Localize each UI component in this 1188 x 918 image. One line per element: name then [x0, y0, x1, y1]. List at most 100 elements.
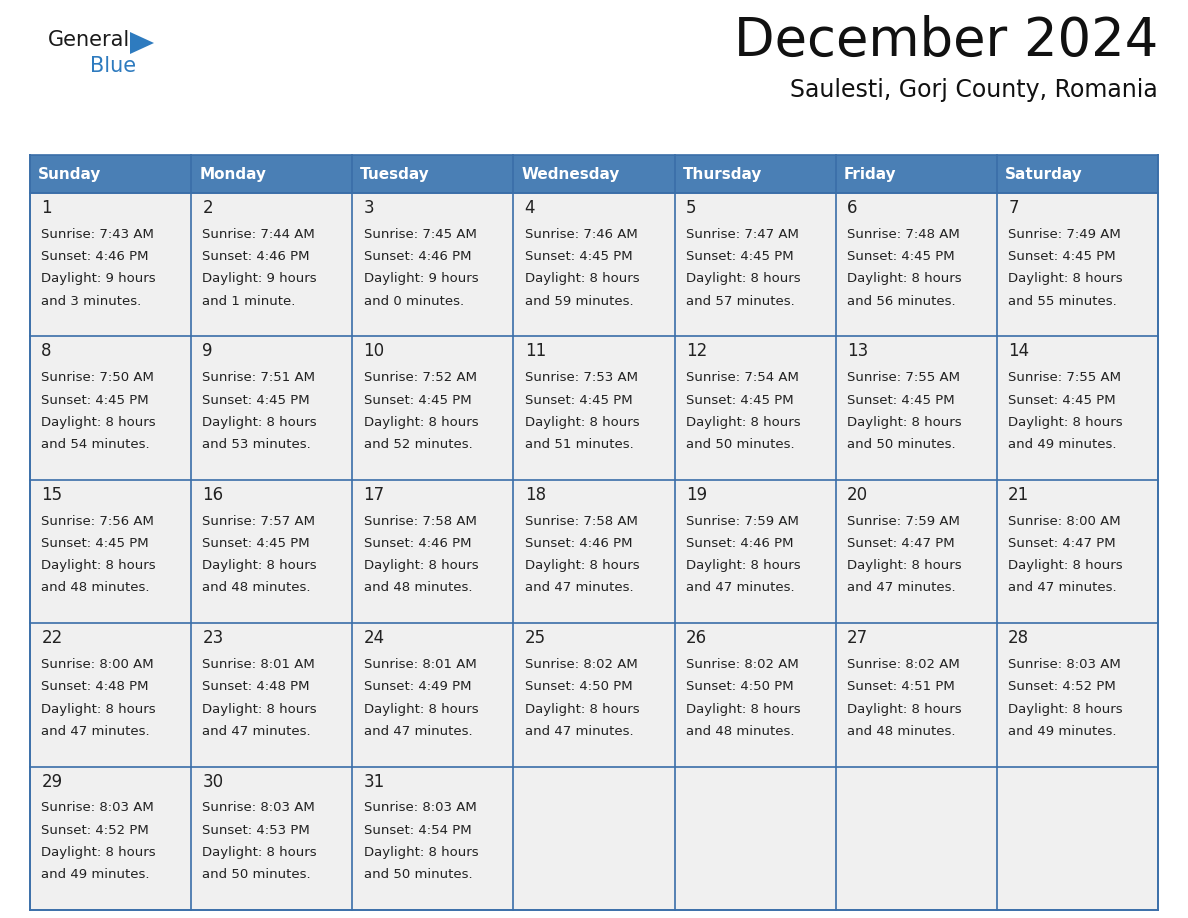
Bar	[191, 767, 353, 910]
Text: Sunset: 4:45 PM: Sunset: 4:45 PM	[847, 394, 955, 407]
Text: Sunrise: 8:03 AM: Sunrise: 8:03 AM	[364, 801, 476, 814]
Text: 3: 3	[364, 199, 374, 217]
FancyBboxPatch shape	[191, 155, 353, 193]
Text: 5: 5	[685, 199, 696, 217]
Text: Sunrise: 7:48 AM: Sunrise: 7:48 AM	[847, 228, 960, 241]
Text: Sunrise: 7:58 AM: Sunrise: 7:58 AM	[364, 515, 476, 528]
Text: 7: 7	[1009, 199, 1018, 217]
Text: 16: 16	[202, 486, 223, 504]
Text: and 56 minutes.: and 56 minutes.	[847, 295, 955, 308]
Bar	[675, 623, 835, 767]
Text: and 47 minutes.: and 47 minutes.	[1009, 581, 1117, 594]
FancyBboxPatch shape	[835, 155, 997, 193]
Text: Sunrise: 7:50 AM: Sunrise: 7:50 AM	[42, 371, 154, 385]
Bar	[30, 480, 191, 623]
Text: Sunset: 4:47 PM: Sunset: 4:47 PM	[1009, 537, 1116, 550]
Text: Daylight: 8 hours: Daylight: 8 hours	[525, 416, 639, 429]
Text: and 48 minutes.: and 48 minutes.	[202, 581, 311, 594]
Text: Sunrise: 7:49 AM: Sunrise: 7:49 AM	[1009, 228, 1121, 241]
Text: 26: 26	[685, 629, 707, 647]
Text: Sunrise: 7:59 AM: Sunrise: 7:59 AM	[685, 515, 798, 528]
Bar	[675, 336, 835, 480]
Bar	[835, 193, 997, 336]
Bar	[997, 480, 1158, 623]
Bar	[191, 193, 353, 336]
Text: Sunrise: 7:47 AM: Sunrise: 7:47 AM	[685, 228, 798, 241]
Bar	[353, 623, 513, 767]
Bar	[675, 767, 835, 910]
Text: 11: 11	[525, 342, 546, 361]
Text: 2: 2	[202, 199, 213, 217]
Text: 21: 21	[1009, 486, 1029, 504]
Text: General: General	[48, 30, 131, 50]
Text: Daylight: 8 hours: Daylight: 8 hours	[1009, 416, 1123, 429]
Text: and 57 minutes.: and 57 minutes.	[685, 295, 795, 308]
Text: Sunset: 4:46 PM: Sunset: 4:46 PM	[685, 537, 794, 550]
Text: 12: 12	[685, 342, 707, 361]
Text: Sunset: 4:47 PM: Sunset: 4:47 PM	[847, 537, 955, 550]
Text: and 59 minutes.: and 59 minutes.	[525, 295, 633, 308]
Bar	[353, 480, 513, 623]
Text: Monday: Monday	[200, 166, 266, 182]
Text: Daylight: 8 hours: Daylight: 8 hours	[42, 559, 156, 572]
Bar	[675, 193, 835, 336]
Text: and 47 minutes.: and 47 minutes.	[525, 725, 633, 738]
FancyBboxPatch shape	[353, 155, 513, 193]
Text: Sunset: 4:52 PM: Sunset: 4:52 PM	[42, 823, 148, 836]
Text: and 48 minutes.: and 48 minutes.	[364, 581, 472, 594]
Text: Sunset: 4:45 PM: Sunset: 4:45 PM	[364, 394, 472, 407]
Text: and 55 minutes.: and 55 minutes.	[1009, 295, 1117, 308]
Text: Daylight: 8 hours: Daylight: 8 hours	[202, 846, 317, 859]
Text: Daylight: 8 hours: Daylight: 8 hours	[847, 702, 961, 715]
Text: and 50 minutes.: and 50 minutes.	[202, 868, 311, 881]
Bar	[513, 767, 675, 910]
Text: 22: 22	[42, 629, 63, 647]
Text: Sunset: 4:46 PM: Sunset: 4:46 PM	[202, 250, 310, 263]
Text: 24: 24	[364, 629, 385, 647]
Text: Sunset: 4:45 PM: Sunset: 4:45 PM	[1009, 250, 1116, 263]
Text: 6: 6	[847, 199, 858, 217]
Text: Sunrise: 8:02 AM: Sunrise: 8:02 AM	[525, 658, 638, 671]
Polygon shape	[129, 32, 154, 54]
Text: Sunrise: 7:55 AM: Sunrise: 7:55 AM	[1009, 371, 1121, 385]
Text: Daylight: 8 hours: Daylight: 8 hours	[1009, 273, 1123, 285]
Text: Sunrise: 7:43 AM: Sunrise: 7:43 AM	[42, 228, 154, 241]
Text: Daylight: 9 hours: Daylight: 9 hours	[364, 273, 479, 285]
Text: December 2024: December 2024	[734, 15, 1158, 67]
Text: Daylight: 8 hours: Daylight: 8 hours	[202, 416, 317, 429]
FancyBboxPatch shape	[675, 155, 835, 193]
Text: Daylight: 9 hours: Daylight: 9 hours	[202, 273, 317, 285]
Text: 23: 23	[202, 629, 223, 647]
Text: Sunrise: 8:03 AM: Sunrise: 8:03 AM	[42, 801, 154, 814]
Bar	[997, 193, 1158, 336]
Text: Daylight: 8 hours: Daylight: 8 hours	[42, 416, 156, 429]
Bar	[30, 336, 191, 480]
Text: Daylight: 8 hours: Daylight: 8 hours	[202, 559, 317, 572]
Bar	[191, 336, 353, 480]
Text: Sunrise: 7:44 AM: Sunrise: 7:44 AM	[202, 228, 315, 241]
FancyBboxPatch shape	[30, 155, 191, 193]
Text: Saturday: Saturday	[1005, 166, 1082, 182]
Text: Sunrise: 8:03 AM: Sunrise: 8:03 AM	[202, 801, 315, 814]
Text: and 3 minutes.: and 3 minutes.	[42, 295, 141, 308]
Text: Sunrise: 7:54 AM: Sunrise: 7:54 AM	[685, 371, 798, 385]
Text: and 51 minutes.: and 51 minutes.	[525, 438, 633, 451]
Text: Wednesday: Wednesday	[522, 166, 620, 182]
Text: and 47 minutes.: and 47 minutes.	[202, 725, 311, 738]
Text: Sunset: 4:53 PM: Sunset: 4:53 PM	[202, 823, 310, 836]
Text: and 50 minutes.: and 50 minutes.	[685, 438, 795, 451]
Text: and 52 minutes.: and 52 minutes.	[364, 438, 473, 451]
Text: Sunset: 4:45 PM: Sunset: 4:45 PM	[847, 250, 955, 263]
Text: 9: 9	[202, 342, 213, 361]
Text: Sunset: 4:46 PM: Sunset: 4:46 PM	[364, 537, 472, 550]
Text: Sunset: 4:45 PM: Sunset: 4:45 PM	[202, 537, 310, 550]
Text: Sunset: 4:45 PM: Sunset: 4:45 PM	[525, 394, 632, 407]
Text: Thursday: Thursday	[683, 166, 762, 182]
Text: Daylight: 8 hours: Daylight: 8 hours	[685, 273, 801, 285]
Text: Sunrise: 7:56 AM: Sunrise: 7:56 AM	[42, 515, 154, 528]
Text: Daylight: 8 hours: Daylight: 8 hours	[525, 559, 639, 572]
Text: Sunset: 4:45 PM: Sunset: 4:45 PM	[202, 394, 310, 407]
Text: and 47 minutes.: and 47 minutes.	[42, 725, 150, 738]
Text: and 50 minutes.: and 50 minutes.	[847, 438, 955, 451]
Text: Sunset: 4:45 PM: Sunset: 4:45 PM	[42, 394, 148, 407]
